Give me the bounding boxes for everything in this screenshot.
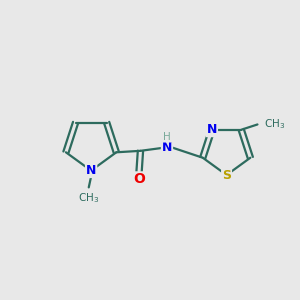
Text: N: N xyxy=(207,123,217,136)
Text: CH$_3$: CH$_3$ xyxy=(78,191,99,205)
Text: S: S xyxy=(222,169,231,182)
Text: CH$_3$: CH$_3$ xyxy=(264,118,285,131)
Text: O: O xyxy=(133,172,145,186)
Text: H: H xyxy=(163,132,171,142)
Text: N: N xyxy=(162,141,172,154)
Text: N: N xyxy=(86,164,96,177)
